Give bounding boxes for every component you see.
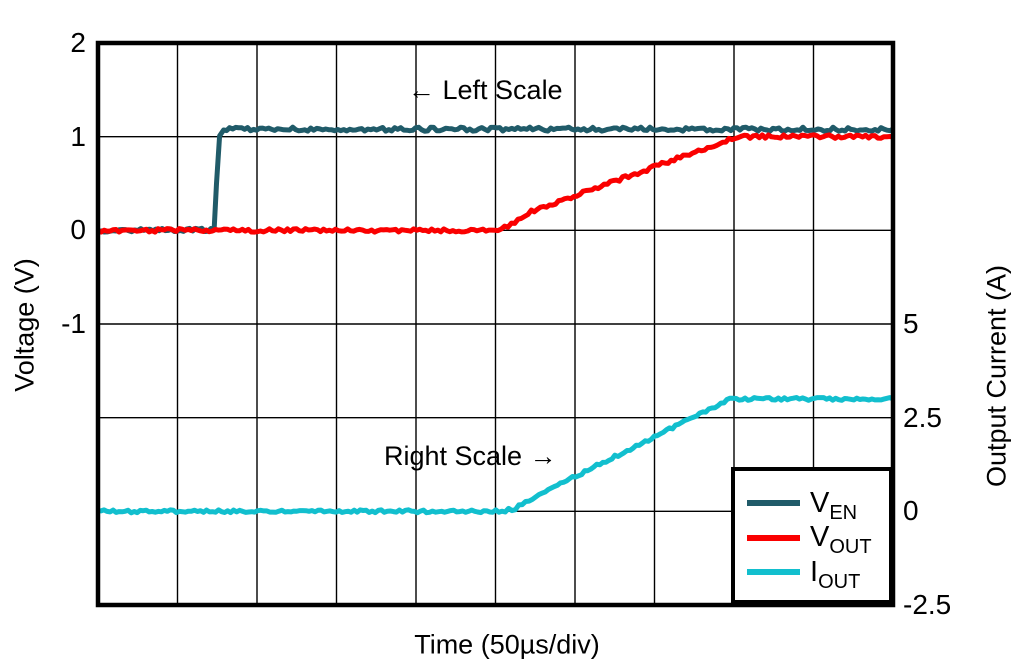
left-axis-tick-label: 1: [70, 120, 86, 152]
ven-label: VEN: [810, 486, 858, 524]
left-axis-tick-label: -1: [61, 308, 86, 339]
trace-v_out: [97, 132, 894, 235]
trace-v_en: [97, 124, 895, 235]
left-axis-title: Voltage (V): [9, 258, 40, 392]
x-axis-title: Time (50µs/div): [414, 629, 600, 660]
left-axis-tick-label: 2: [70, 27, 86, 58]
right-axis-tick-label: -2.5: [903, 589, 952, 620]
right-axis-tick-label: 0: [903, 495, 919, 527]
right-axis-tick-label: 5: [903, 308, 919, 339]
ven-line-swatch: [747, 500, 800, 506]
left-scale-annotation: ← Left Scale: [408, 75, 563, 105]
iout-line-swatch: [747, 569, 800, 575]
right-scale-annotation: Right Scale →: [384, 441, 557, 471]
left-axis-tick-label: 0: [70, 214, 86, 246]
vout-line-swatch: [747, 534, 800, 541]
right-axis-tick-label: 2.5: [903, 401, 942, 433]
vout-label: VOUT: [810, 521, 872, 558]
legend-item-iout: IOUT: [747, 555, 889, 593]
right-axis-title: Output Current (A): [981, 264, 1012, 488]
legend-box: VEN VOUT IOUT: [731, 467, 893, 604]
legend-item-ven: VEN: [747, 486, 889, 524]
plot-border: [95, 40, 896, 608]
legend-item-vout: VOUT: [747, 521, 889, 558]
trace-i_out: [98, 395, 894, 516]
iout-label: IOUT: [810, 555, 861, 593]
